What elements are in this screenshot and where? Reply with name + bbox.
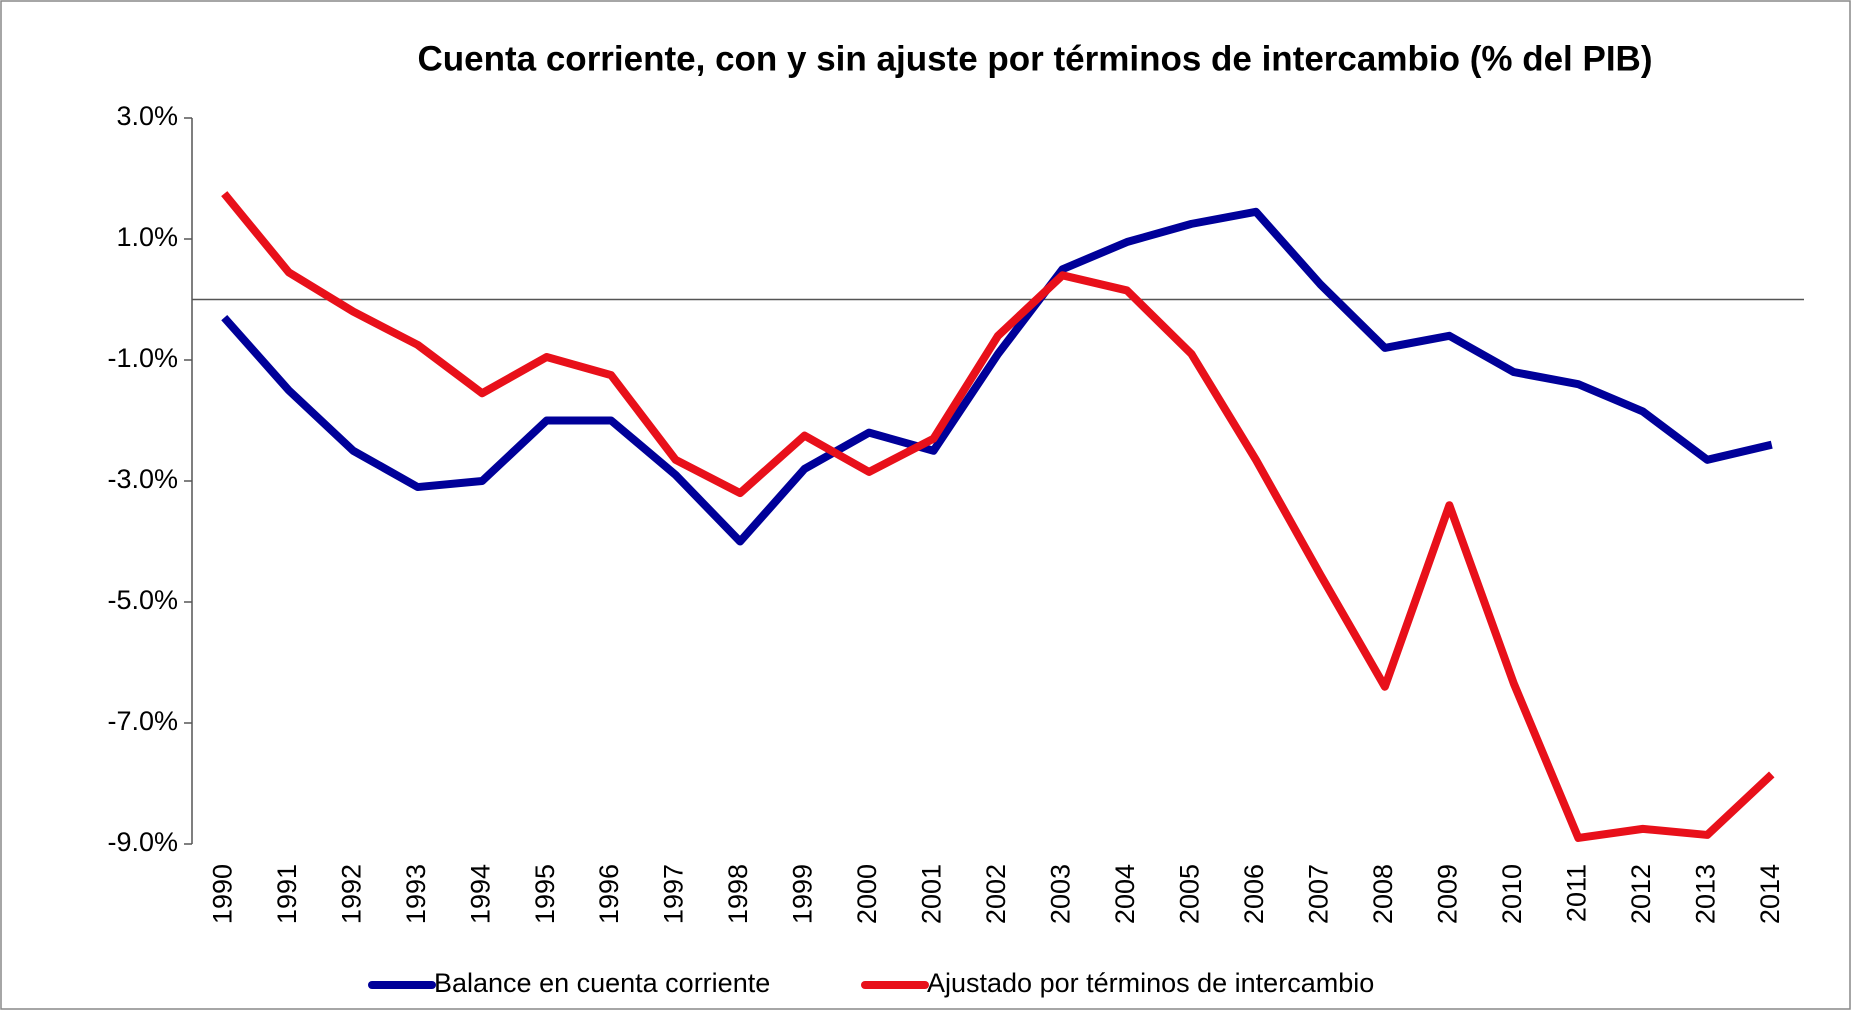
x-tick-label: 2011 (1561, 864, 1591, 922)
x-tick-label: 2001 (917, 864, 947, 924)
x-tick-label: 2008 (1368, 864, 1398, 924)
x-tick-label: 1994 (465, 864, 495, 924)
x-tick-label: 1990 (207, 864, 237, 924)
x-tick-label: 2014 (1755, 864, 1785, 924)
y-tick-label: -1.0% (107, 343, 178, 373)
y-tick-label: -7.0% (107, 706, 178, 736)
x-tick-label: 1997 (659, 864, 689, 924)
y-tick-label: -9.0% (107, 827, 178, 857)
x-tick-label: 2013 (1690, 864, 1720, 924)
x-tick-label: 1992 (336, 864, 366, 924)
x-tick-label: 1999 (788, 864, 818, 924)
x-tick-label: 2002 (981, 864, 1011, 924)
x-tick-label: 2007 (1304, 864, 1334, 924)
data-line (221, 191, 1775, 842)
x-tick-label: 2012 (1626, 864, 1656, 924)
x-tick-label: 1996 (594, 864, 624, 924)
chart-title: Cuenta corriente, con y sin ajuste por t… (418, 39, 1653, 78)
x-tick-label: 1995 (530, 864, 560, 924)
y-tick-label: -3.0% (107, 464, 178, 494)
legend-label: Balance en cuenta corriente (434, 968, 770, 998)
y-tick-label: -5.0% (107, 585, 178, 615)
legend-label: Ajustado por términos de intercambio (927, 968, 1374, 998)
x-tick-label: 2005 (1175, 864, 1205, 924)
data-line (221, 207, 1773, 546)
x-tick-label: 2003 (1046, 864, 1076, 924)
y-tick-label: 1.0% (116, 222, 178, 252)
x-tick-label: 2000 (852, 864, 882, 924)
x-tick-label: 2006 (1239, 864, 1269, 924)
x-tick-label: 1998 (723, 864, 753, 924)
x-tick-label: 1993 (401, 864, 431, 924)
y-tick-label: 3.0% (116, 101, 178, 131)
x-tick-label: 2010 (1497, 864, 1527, 924)
x-tick-label: 1991 (272, 864, 302, 924)
x-tick-label: 2009 (1432, 864, 1462, 924)
x-tick-label: 2004 (1110, 864, 1140, 924)
